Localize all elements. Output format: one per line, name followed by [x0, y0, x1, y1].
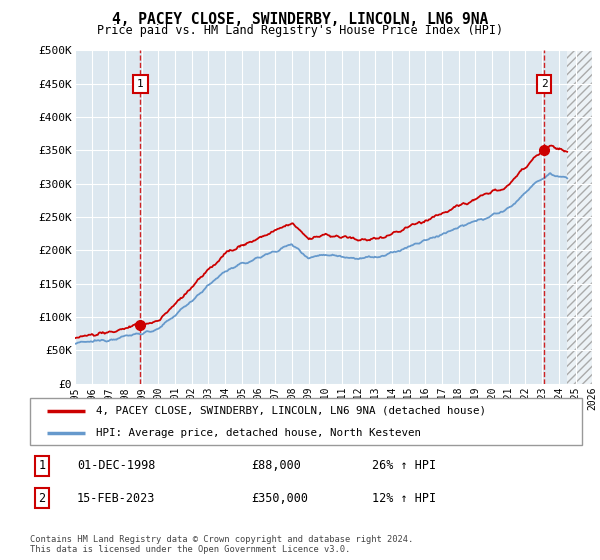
Text: 1: 1 — [137, 79, 144, 88]
Text: 4, PACEY CLOSE, SWINDERBY, LINCOLN, LN6 9NA: 4, PACEY CLOSE, SWINDERBY, LINCOLN, LN6 … — [112, 12, 488, 27]
Text: 15-FEB-2023: 15-FEB-2023 — [77, 492, 155, 505]
Text: £88,000: £88,000 — [251, 459, 301, 473]
Bar — [567, 50, 592, 384]
Text: 26% ↑ HPI: 26% ↑ HPI — [372, 459, 436, 473]
Text: 1: 1 — [38, 459, 46, 473]
Bar — [567, 50, 592, 384]
FancyBboxPatch shape — [30, 398, 582, 445]
Text: £350,000: £350,000 — [251, 492, 308, 505]
Text: Contains HM Land Registry data © Crown copyright and database right 2024.
This d: Contains HM Land Registry data © Crown c… — [30, 535, 413, 554]
Text: 01-DEC-1998: 01-DEC-1998 — [77, 459, 155, 473]
Text: Price paid vs. HM Land Registry's House Price Index (HPI): Price paid vs. HM Land Registry's House … — [97, 24, 503, 36]
Text: 2: 2 — [38, 492, 46, 505]
Text: HPI: Average price, detached house, North Kesteven: HPI: Average price, detached house, Nort… — [96, 428, 421, 438]
Text: 2: 2 — [541, 79, 548, 88]
Text: 12% ↑ HPI: 12% ↑ HPI — [372, 492, 436, 505]
Text: 4, PACEY CLOSE, SWINDERBY, LINCOLN, LN6 9NA (detached house): 4, PACEY CLOSE, SWINDERBY, LINCOLN, LN6 … — [96, 406, 486, 416]
